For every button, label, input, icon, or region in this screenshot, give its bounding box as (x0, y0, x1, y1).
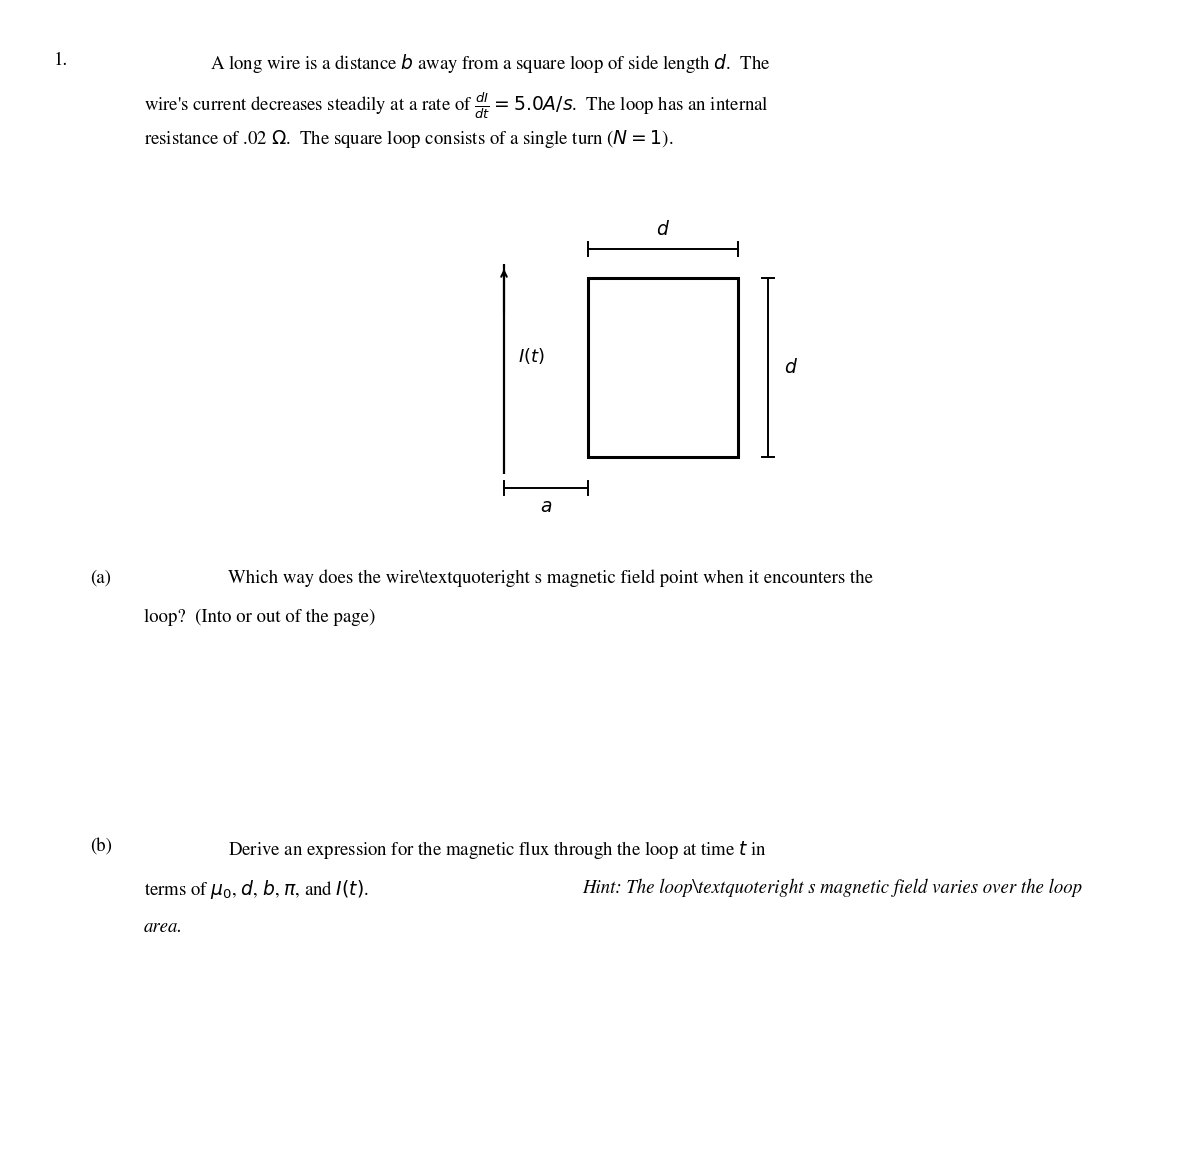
Text: loop?  (Into or out of the page): loop? (Into or out of the page) (144, 609, 376, 626)
Text: (b): (b) (90, 839, 112, 856)
Text: terms of $\mu_0$, $d$, $b$, $\pi$, and $I(t)$.: terms of $\mu_0$, $d$, $b$, $\pi$, and $… (144, 878, 374, 901)
Text: Which way does the wire\textquoteright s magnetic field point when it encounters: Which way does the wire\textquoteright s… (228, 569, 874, 587)
Text: $I(t)$: $I(t)$ (518, 346, 545, 366)
Text: 1.: 1. (54, 52, 68, 69)
Text: wire's current decreases steadily at a rate of $\frac{dI}{dt} = 5.0A/s$.  The lo: wire's current decreases steadily at a r… (144, 90, 769, 121)
Text: $a$: $a$ (540, 499, 552, 516)
Text: resistance of .02 $\Omega$.  The square loop consists of a single turn ($N = 1$): resistance of .02 $\Omega$. The square l… (144, 128, 673, 150)
Text: Hint: The loop\textquoteright s magnetic field varies over the loop: Hint: The loop\textquoteright s magnetic… (582, 878, 1082, 897)
Text: $d$: $d$ (784, 358, 798, 377)
Text: area.: area. (144, 918, 184, 936)
Text: (a): (a) (90, 569, 112, 587)
Text: A long wire is a distance $b$ away from a square loop of side length $d$.  The: A long wire is a distance $b$ away from … (210, 52, 770, 75)
Text: Derive an expression for the magnetic flux through the loop at time $t$ in: Derive an expression for the magnetic fl… (228, 839, 767, 861)
Text: $d$: $d$ (656, 221, 670, 239)
Bar (588, 278, 738, 457)
